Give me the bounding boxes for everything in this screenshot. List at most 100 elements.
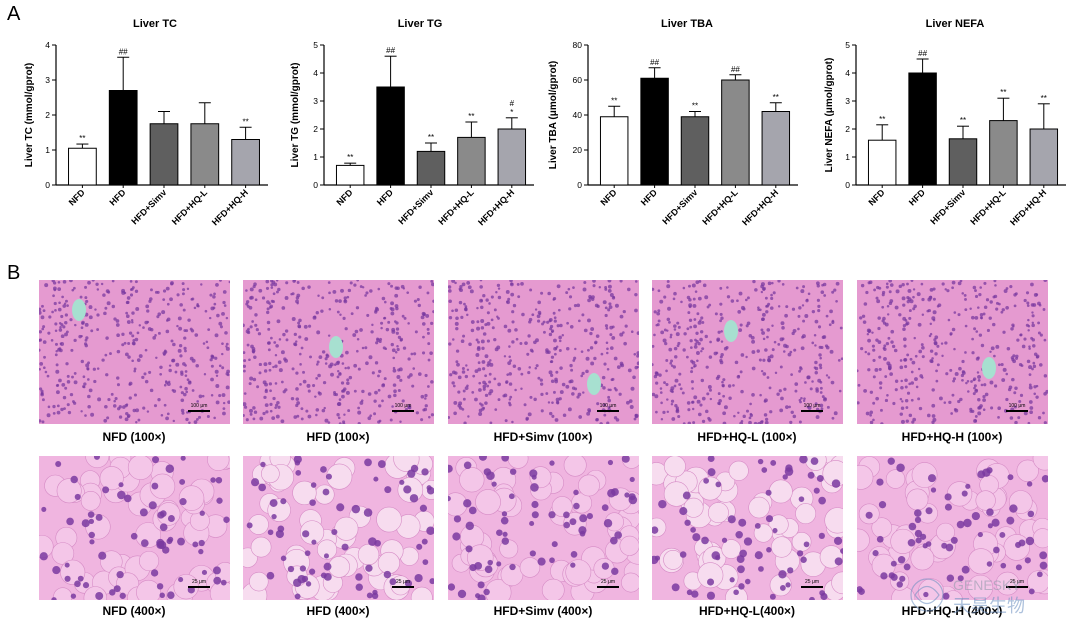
micrograph-row2-0: 25 μm [39,456,230,600]
scale-bar-label: 100 μm [394,403,412,409]
y-tick-label: 80 [573,40,583,50]
micrograph-row2-1: 25 μm [243,456,434,600]
scale-bar-label: 25 μm [805,579,819,585]
y-tick-label: 60 [573,75,583,85]
micrograph-row2-3: 25 μm [652,456,843,600]
significance-label: ** [692,102,698,111]
scale-bar-label: 100 μm [190,403,208,409]
scale-bar: 100 μm [392,403,414,412]
x-tick-label: HFD+Simv [396,187,435,226]
scale-bar-line [801,410,823,412]
scale-bar: 25 μm [392,579,414,588]
micrograph-caption: HFD (400×) [306,604,370,618]
y-tick-label: 4 [313,68,318,78]
significance-label: ** [468,112,474,121]
y-tick-label: 0 [45,180,50,190]
tissue-image [857,456,1048,600]
x-tick-label: HFD+HQ-L [700,187,740,227]
micrograph-caption: NFD (100×) [102,430,166,444]
scale-bar-label: 25 μm [396,579,410,585]
bar-4 [1029,128,1059,186]
significance-label: ** [960,116,966,125]
y-axis-label: Liver TC (mmol/gprot) [24,63,35,167]
y-axis-label: Liver NEFA (μmol/gprot) [824,58,835,173]
y-tick-label: 2 [45,110,50,120]
scale-bar-line [392,586,414,588]
x-tick-label: HFD [375,187,396,208]
tissue-image [39,280,230,424]
micrograph-row2-2: 25 μm [448,456,639,600]
scale-bar-line [188,586,210,588]
y-tick-label: 2 [313,124,318,134]
panel-b-letter: B [7,262,21,284]
chart-title: Liver TBA [661,18,713,30]
y-tick-label: 4 [45,40,50,50]
bar-0 [867,139,897,186]
bar-4 [761,111,791,186]
micrograph-row1-2: 100 μm [448,280,639,424]
bar-0 [335,164,365,186]
significance-label: ** [79,134,85,143]
chart-1: Liver TG Liver TG (mmol/gprot) 0 1 2 3 4 5 ** NFD… [290,18,534,227]
micrograph-caption: HFD+HQ-L (100×) [697,430,797,444]
scale-bar-line [801,586,823,588]
significance-label: ## [650,58,659,67]
x-tick-label: HFD+Simv [660,187,699,226]
bar-1 [376,86,405,186]
bar-0 [68,147,97,186]
x-tick-label: HFD [907,187,928,208]
y-tick-label: 0 [313,180,318,190]
scale-bar-label: 25 μm [192,579,206,585]
x-tick-label: HFD+Simv [129,187,168,226]
scale-bar-label: 100 μm [1008,403,1026,409]
scale-bar-line [597,410,619,412]
scale-bar: 100 μm [597,403,619,412]
micrograph-caption: HFD+HQ-H (100×) [901,430,1003,444]
significance-label: ** [347,153,353,162]
bar-charts: Liver TC Liver TC (mmol/gprot) 0 1 2 3 4 ** NFD #… [24,18,1066,227]
significance-label: ## [119,47,128,56]
y-tick-label: 1 [45,145,50,155]
scale-bar-line [1006,410,1028,412]
significance-label: ## [918,49,927,58]
scale-bar: 25 μm [1006,579,1028,588]
x-tick-label: NFD [67,187,88,208]
significance-label: ## [731,65,740,74]
micrograph-caption: HFD+Simv (400×) [493,604,593,618]
tissue-image [652,280,843,424]
x-tick-label: HFD+HQ-L [436,187,476,227]
y-tick-label: 5 [845,40,850,50]
bar-4 [497,128,527,186]
bar-2 [149,123,179,186]
micrograph-row2-4: 25 μm [857,456,1048,600]
y-tick-label: 5 [313,40,318,50]
significance-label: ** [1041,94,1047,103]
bar-3 [989,120,1018,186]
x-tick-label: HFD [107,187,128,208]
bar-1 [640,77,669,186]
y-axis-label: Liver TBA (μmol/gprot) [548,61,559,170]
micrograph-row1-3: 100 μm [652,280,843,424]
bar-1 [908,72,937,186]
scale-bar-label: 100 μm [599,403,617,409]
x-tick-label: NFD [598,187,619,208]
chart-3: Liver NEFA Liver NEFA (μmol/gprot) 0 1 2 3 4 5 *… [824,18,1066,227]
bar-2 [416,150,446,186]
x-tick-label: HFD+HQ-H [210,187,250,227]
y-tick-label: 2 [845,124,850,134]
tissue-image [39,456,230,600]
tissue-image [243,280,434,424]
chart-title: Liver TC [133,18,177,30]
micrograph-caption: HFD+Simv (100×) [493,430,593,444]
micrograph-row1-1: 100 μm [243,280,434,424]
micrograph-caption: NFD (400×) [102,604,166,618]
micrograph-caption: HFD (100×) [306,430,370,444]
significance-label: ** [428,133,434,142]
y-tick-label: 40 [573,110,583,120]
tissue-image [448,280,639,424]
x-tick-label: HFD+HQ-L [968,187,1008,227]
significance-label: ** [611,96,617,105]
scale-bar-label: 100 μm [803,403,821,409]
panel-a-letter: A [7,3,21,25]
y-tick-label: 4 [845,68,850,78]
